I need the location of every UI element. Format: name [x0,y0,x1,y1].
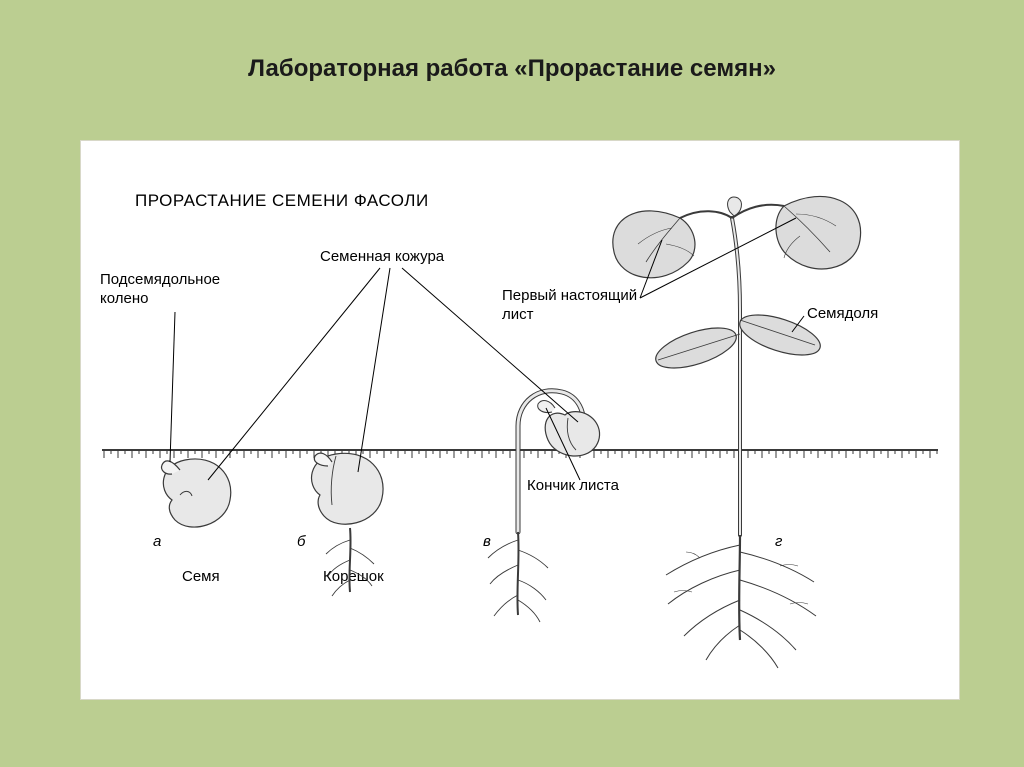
diagram-svg [80,140,960,700]
stage-a [162,459,231,527]
stage-d [613,196,861,668]
slide: Лабораторная работа «Прорастание семян» … [0,0,1024,767]
diagram-figure: ПРОРАСТАНИЕ СЕМЕНИ ФАСОЛИ Подсемядольное… [80,140,960,700]
page-title: Лабораторная работа «Прорастание семян» [0,55,1024,83]
stage-c [488,391,600,622]
stage-b [312,453,384,596]
